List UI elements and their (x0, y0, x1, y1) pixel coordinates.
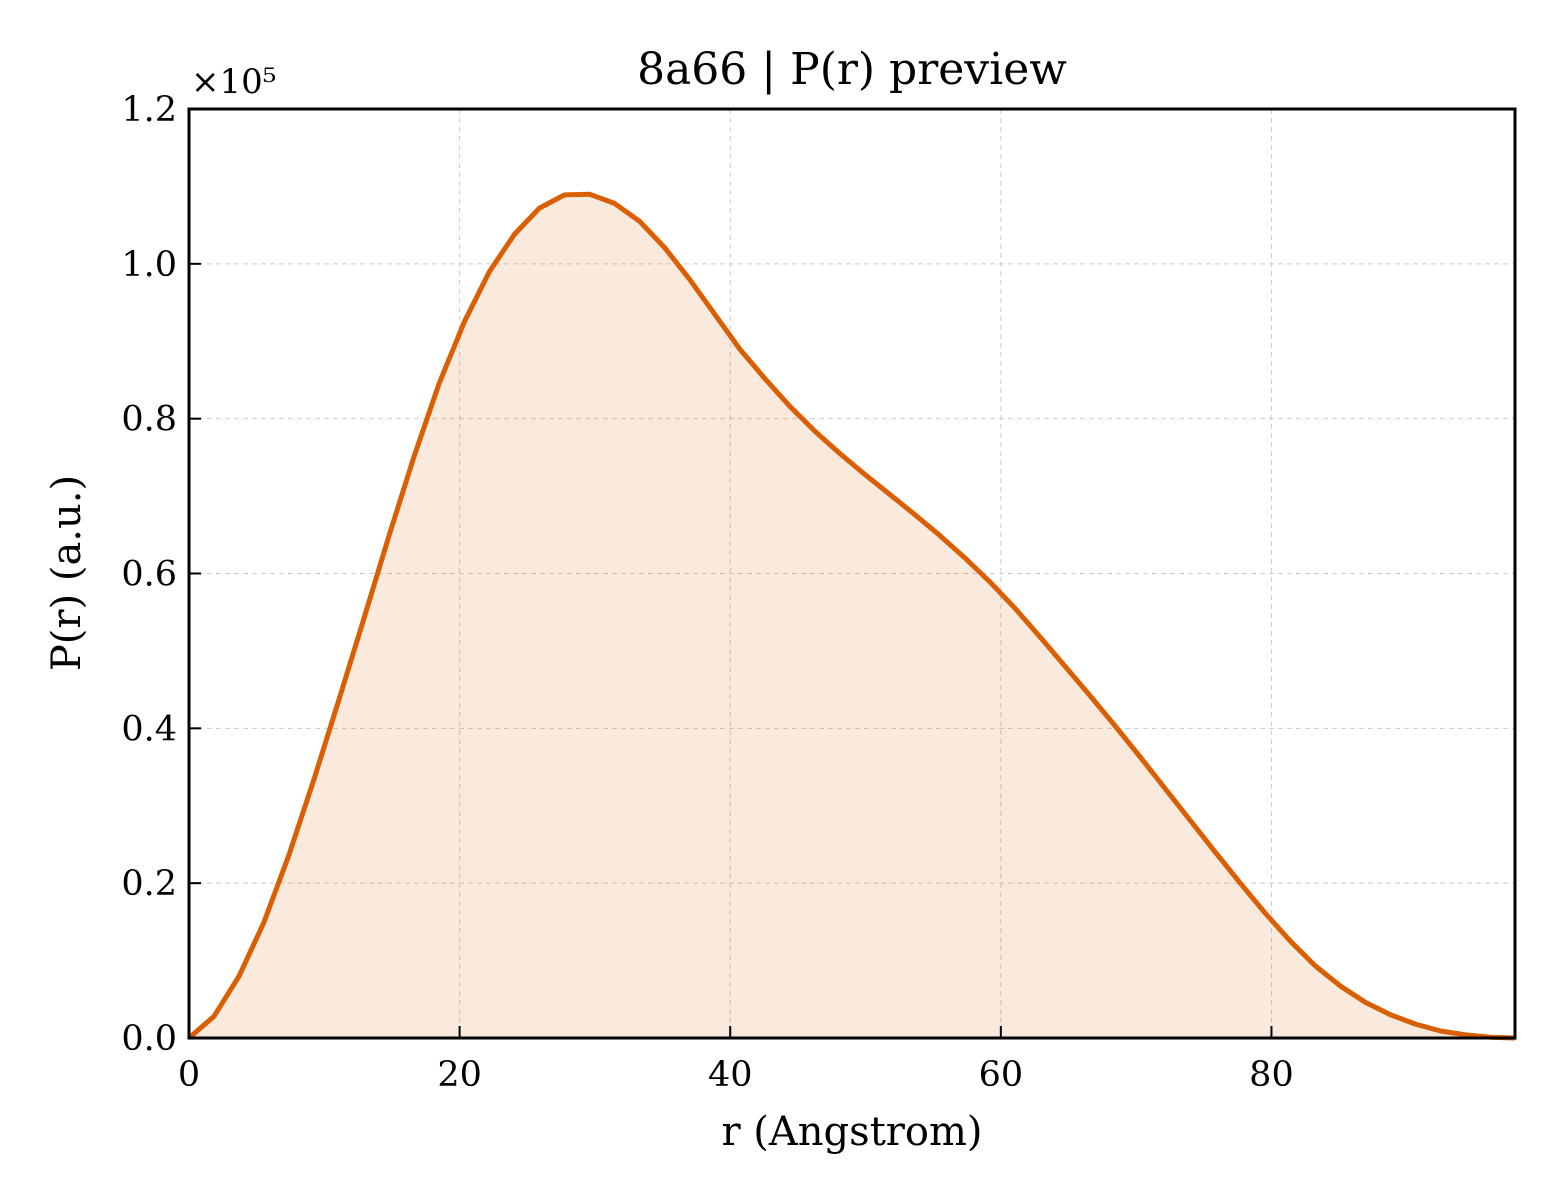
y-tick-label: 0.2 (121, 864, 177, 904)
x-tick-label: 0 (178, 1055, 200, 1095)
x-tick-label: 80 (1249, 1055, 1294, 1095)
y-tick-label: 1.2 (121, 90, 177, 130)
y-offset-label: ×10⁵ (191, 62, 276, 102)
x-tick-label: 20 (437, 1055, 482, 1095)
y-tick-label: 1.0 (121, 245, 177, 285)
y-tick-label: 0.8 (121, 400, 177, 440)
pr-area-fill (189, 194, 1515, 1038)
y-tick-label: 0.6 (121, 555, 177, 595)
pr-series-line (187, 191, 1516, 1041)
tick-layer: 0 20 40 60 80 0.0 0.2 0.4 0.6 0.8 1.0 1.2 (121, 90, 1293, 1095)
y-tick-label: 0.0 (121, 1019, 177, 1059)
y-axis-label: P(r) (a.u.) (44, 475, 90, 671)
y-tick-label: 0.4 (121, 709, 177, 749)
x-tick-label: 40 (708, 1055, 753, 1095)
x-axis-label: r (Angstrom) (721, 1109, 982, 1155)
x-tick-label: 60 (979, 1055, 1024, 1095)
chart-title: 8a66 | P(r) preview (637, 44, 1067, 95)
grid-layer (189, 109, 1515, 1038)
